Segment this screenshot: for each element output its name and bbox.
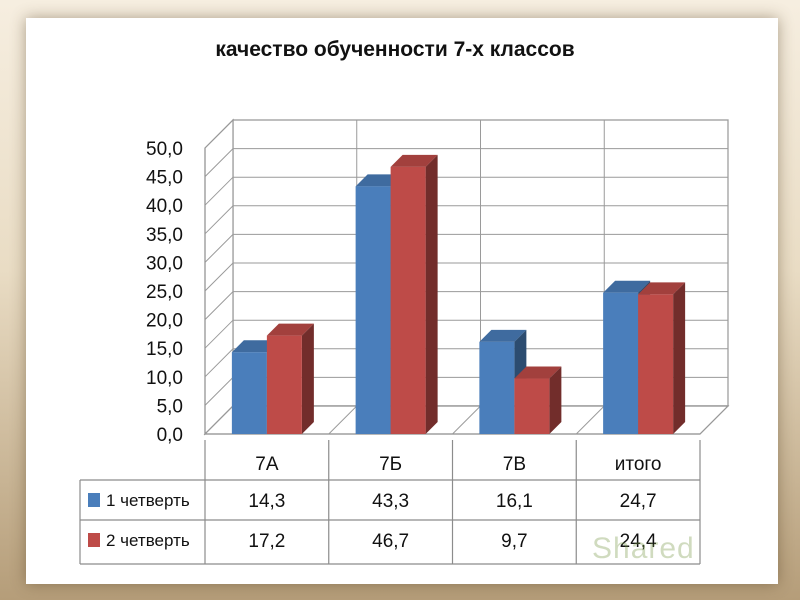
y-tick-label: 50,0 — [146, 139, 183, 160]
bar-side — [301, 323, 314, 434]
floor-gridline — [575, 405, 605, 435]
legend-label: 1 четверть — [106, 491, 190, 510]
y-tick-label: 30,0 — [146, 253, 183, 274]
data-label: 24,4 — [620, 531, 657, 552]
floor-gridline — [204, 405, 234, 435]
watermark-logo: Shared — [592, 532, 695, 565]
bar-side — [425, 154, 438, 434]
bar — [390, 166, 426, 434]
y-tick-label: 10,0 — [146, 368, 183, 389]
y-tick-label: 25,0 — [146, 282, 183, 303]
legend-swatch — [88, 533, 100, 547]
data-label: 24,7 — [620, 491, 657, 512]
data-label: 9,7 — [501, 531, 527, 552]
floor-gridline — [328, 405, 358, 435]
bar — [355, 186, 391, 434]
bar — [479, 341, 515, 434]
floor-gridline — [452, 405, 481, 435]
data-label: 43,3 — [372, 491, 409, 512]
y-tick-label: 0,0 — [157, 425, 183, 446]
chart-title: качество обученности 7-х классов — [215, 38, 575, 61]
y-tick-label: 20,0 — [146, 311, 183, 332]
legend-swatch — [88, 493, 100, 507]
x-tick-label: 7В — [503, 454, 526, 475]
bar — [603, 292, 639, 434]
bar — [266, 335, 302, 434]
x-tick-label: 7А — [255, 454, 279, 475]
bar-top — [390, 154, 438, 167]
bar — [231, 352, 267, 434]
bar-side — [673, 282, 686, 434]
floor-gridline — [699, 405, 729, 435]
bar-top — [603, 280, 651, 293]
y-tick-label: 15,0 — [146, 339, 183, 360]
bar-top — [266, 323, 314, 336]
x-tick-label: 7Б — [379, 454, 402, 475]
data-label: 16,1 — [496, 491, 533, 512]
x-tick-label: итого — [615, 454, 662, 475]
y-tick-label: 45,0 — [146, 168, 183, 189]
bar-top — [638, 282, 686, 295]
data-label: 17,2 — [248, 531, 285, 552]
bar-top — [479, 329, 527, 342]
legend-label: 2 четверть — [106, 531, 190, 550]
y-tick-label: 35,0 — [146, 225, 183, 246]
data-label: 14,3 — [248, 491, 285, 512]
bar — [514, 378, 550, 434]
bar-top — [514, 366, 562, 379]
bar-side — [549, 366, 562, 434]
bar — [638, 294, 674, 434]
y-tick-label: 5,0 — [157, 396, 183, 417]
y-tick-label: 40,0 — [146, 196, 183, 217]
data-label: 46,7 — [372, 531, 409, 552]
